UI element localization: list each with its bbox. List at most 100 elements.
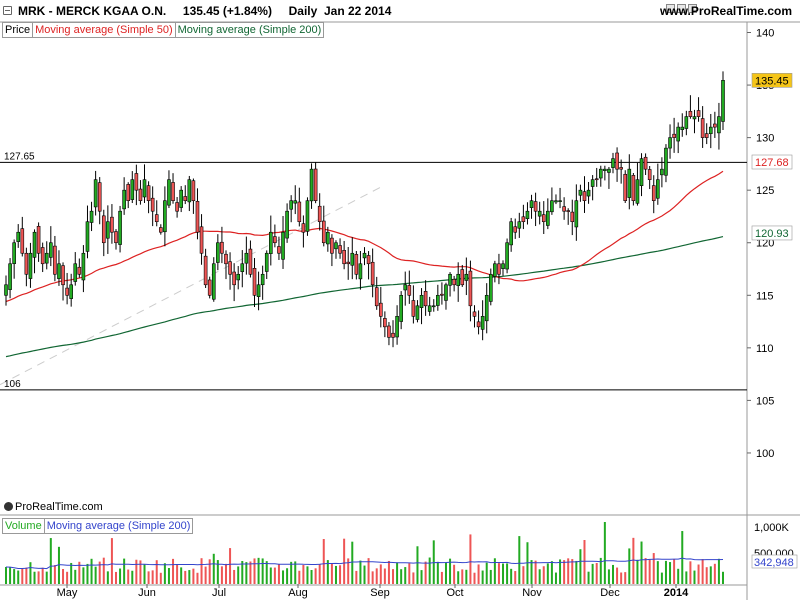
volume-bar-38: [159, 572, 162, 584]
candle-body: [305, 200, 310, 232]
candle-body: [717, 116, 721, 134]
candle-167: [684, 110, 689, 136]
volume-bar-150: [616, 567, 619, 584]
candle-body: [175, 202, 179, 212]
candle-body: [664, 147, 668, 176]
candle-body: [541, 214, 546, 223]
candle-144: [590, 175, 595, 201]
candle-body: [611, 158, 615, 168]
candle-body: [692, 116, 697, 120]
candle-body: [244, 252, 249, 264]
candle-62: [256, 271, 261, 311]
candle-171: [700, 106, 705, 148]
time-tick-label-5: Oct: [446, 587, 463, 599]
volume-bar-20: [86, 563, 89, 584]
candle-13: [57, 250, 61, 286]
candle-body: [704, 133, 709, 138]
candle-50: [207, 276, 212, 299]
volume-bar-145: [595, 562, 598, 584]
candle-170: [696, 97, 701, 122]
candle-body: [36, 225, 41, 254]
candle-body: [281, 231, 285, 260]
candle-body: [321, 220, 326, 244]
candle-11: [49, 226, 53, 267]
candle-body: [480, 316, 485, 330]
candle-body: [505, 242, 509, 270]
candle-119: [488, 268, 493, 306]
candle-141: [578, 184, 583, 202]
candle-body: [582, 191, 587, 201]
time-tick-label-2: Jul: [212, 587, 226, 599]
candle-130: [533, 192, 538, 227]
candle-body: [8, 263, 12, 290]
candle-151: [619, 159, 623, 184]
candle-127: [521, 204, 526, 230]
volume-bar-169: [693, 570, 696, 584]
volume-bar-39: [163, 563, 166, 584]
legend-volume[interactable]: Volume: [5, 520, 42, 532]
horizontal-line-label-1: 106: [4, 379, 21, 390]
candle-30: [126, 182, 131, 209]
candle-body: [444, 284, 448, 301]
candle-55: [228, 252, 232, 290]
volume-bar-80: [330, 563, 333, 584]
candle-body: [146, 185, 151, 201]
candle-body: [24, 252, 29, 275]
candle-114: [468, 260, 473, 322]
volume-bar-158: [648, 559, 651, 584]
volume-legend: Volume Moving average (Simple 200): [2, 518, 194, 534]
volume-bar-146: [599, 557, 602, 584]
volume-bar-111: [457, 571, 460, 584]
volume-bar-35: [147, 571, 150, 584]
candle-body: [163, 200, 167, 233]
minimize-button[interactable]: [666, 4, 675, 13]
candle-121: [497, 253, 501, 285]
candle-164: [672, 117, 676, 153]
legend-ma200[interactable]: Moving average (Simple 200): [174, 23, 324, 37]
candle-70: [289, 195, 293, 223]
candle-body: [427, 305, 432, 312]
legend-volume-ma[interactable]: Moving average (Simple 200): [43, 519, 193, 533]
candle-body: [488, 273, 493, 302]
restore-button[interactable]: [677, 4, 686, 13]
volume-bar-12: [53, 565, 56, 584]
legend-ma50[interactable]: Moving average (Simple 50): [32, 23, 175, 37]
candle-body: [501, 263, 505, 269]
candle-132: [541, 201, 546, 235]
candle-body: [684, 116, 689, 129]
copyright: ProRealTime.com: [4, 501, 103, 513]
candle-body: [472, 311, 477, 317]
menu-icon[interactable]: [3, 6, 12, 15]
candle-169: [692, 109, 697, 134]
candle-91: [374, 276, 379, 310]
period: Daily: [288, 4, 318, 18]
candle-159: [651, 175, 656, 214]
candle-109: [448, 272, 452, 297]
volume-bar-155: [636, 559, 639, 584]
close-button[interactable]: [688, 4, 697, 13]
candle-145: [594, 167, 599, 187]
price-tick-label-115: 115: [756, 290, 774, 302]
volume-bar-59: [245, 562, 248, 584]
candle-body: [334, 242, 338, 250]
candle-body: [656, 179, 660, 199]
volume-bar-71: [294, 561, 297, 584]
volume-bar-110: [453, 564, 456, 584]
candle-body: [285, 210, 289, 239]
candle-137: [562, 197, 566, 220]
candle-body: [69, 284, 73, 299]
candle-body: [260, 273, 265, 286]
candle-body: [554, 200, 558, 203]
candle-147: [603, 165, 607, 181]
candle-117: [480, 300, 485, 341]
candle-9: [40, 242, 45, 273]
copyright-text: ProRealTime.com: [15, 501, 103, 513]
volume-bar-28: [119, 568, 122, 584]
candle-1: [8, 258, 12, 299]
candle-body: [484, 294, 489, 322]
legend-price[interactable]: Price: [5, 24, 31, 36]
time-tick-label-7: Dec: [600, 587, 620, 599]
volume-bar-92: [379, 564, 382, 584]
candle-67: [277, 236, 281, 260]
volume-bar-124: [510, 568, 513, 584]
